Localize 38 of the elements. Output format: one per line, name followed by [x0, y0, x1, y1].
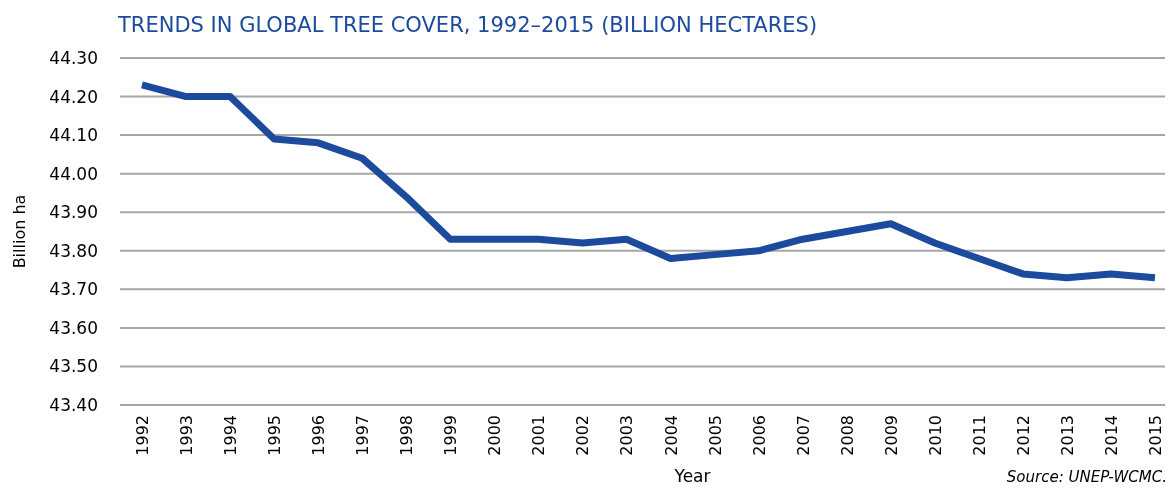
y-tick-label: 43.50 [49, 356, 98, 377]
x-tick-label: 2002 [573, 415, 593, 456]
x-tick-label: 1995 [265, 415, 285, 456]
x-tick-label: 2014 [1101, 415, 1121, 456]
x-tick-label: 1996 [309, 415, 329, 456]
y-axis-title: Billion ha [10, 194, 29, 269]
x-tick-label: 2007 [793, 415, 813, 456]
x-tick-label: 2001 [529, 415, 549, 456]
x-tick-label: 1994 [221, 415, 241, 456]
x-tick-label: 2004 [661, 415, 681, 456]
x-tick-label: 2005 [705, 415, 725, 456]
y-tick-label: 44.10 [49, 125, 98, 146]
x-tick-label: 2003 [617, 415, 637, 456]
x-tick-label: 2013 [1057, 415, 1077, 456]
x-tick-label: 2000 [485, 415, 505, 456]
y-tick-label: 43.90 [49, 202, 98, 223]
x-tick-label: 1998 [397, 415, 417, 456]
x-tick-label: 2015 [1146, 415, 1165, 456]
x-tick-label: 2011 [969, 415, 989, 456]
x-tick-label: 2009 [881, 415, 901, 456]
y-tick-label: 44.30 [49, 47, 98, 68]
source-note: Source: UNEP-WCMC. [1006, 468, 1167, 486]
y-tick-label: 43.40 [49, 394, 98, 415]
x-tick-label: 1997 [353, 415, 373, 456]
y-tick-label: 44.00 [49, 163, 98, 184]
x-tick-label: 1992 [133, 415, 152, 456]
x-tick-label: 2010 [925, 415, 945, 456]
y-tick-label: 43.70 [49, 279, 98, 300]
x-tick-label: 2006 [749, 415, 769, 456]
x-axis-title: Year [673, 466, 711, 486]
y-tick-label: 44.20 [49, 86, 98, 107]
x-tick-label: 1993 [177, 415, 197, 456]
y-tick-label: 43.80 [49, 240, 98, 261]
x-tick-label: 2008 [837, 415, 857, 456]
y-tick-label: 43.60 [49, 317, 98, 338]
x-tick-label: 2012 [1013, 415, 1033, 456]
chart-title: TRENDS IN GLOBAL TREE COVER, 1992–2015 (BILLION HECTARES) [117, 13, 818, 37]
x-tick-label: 1999 [441, 415, 461, 456]
